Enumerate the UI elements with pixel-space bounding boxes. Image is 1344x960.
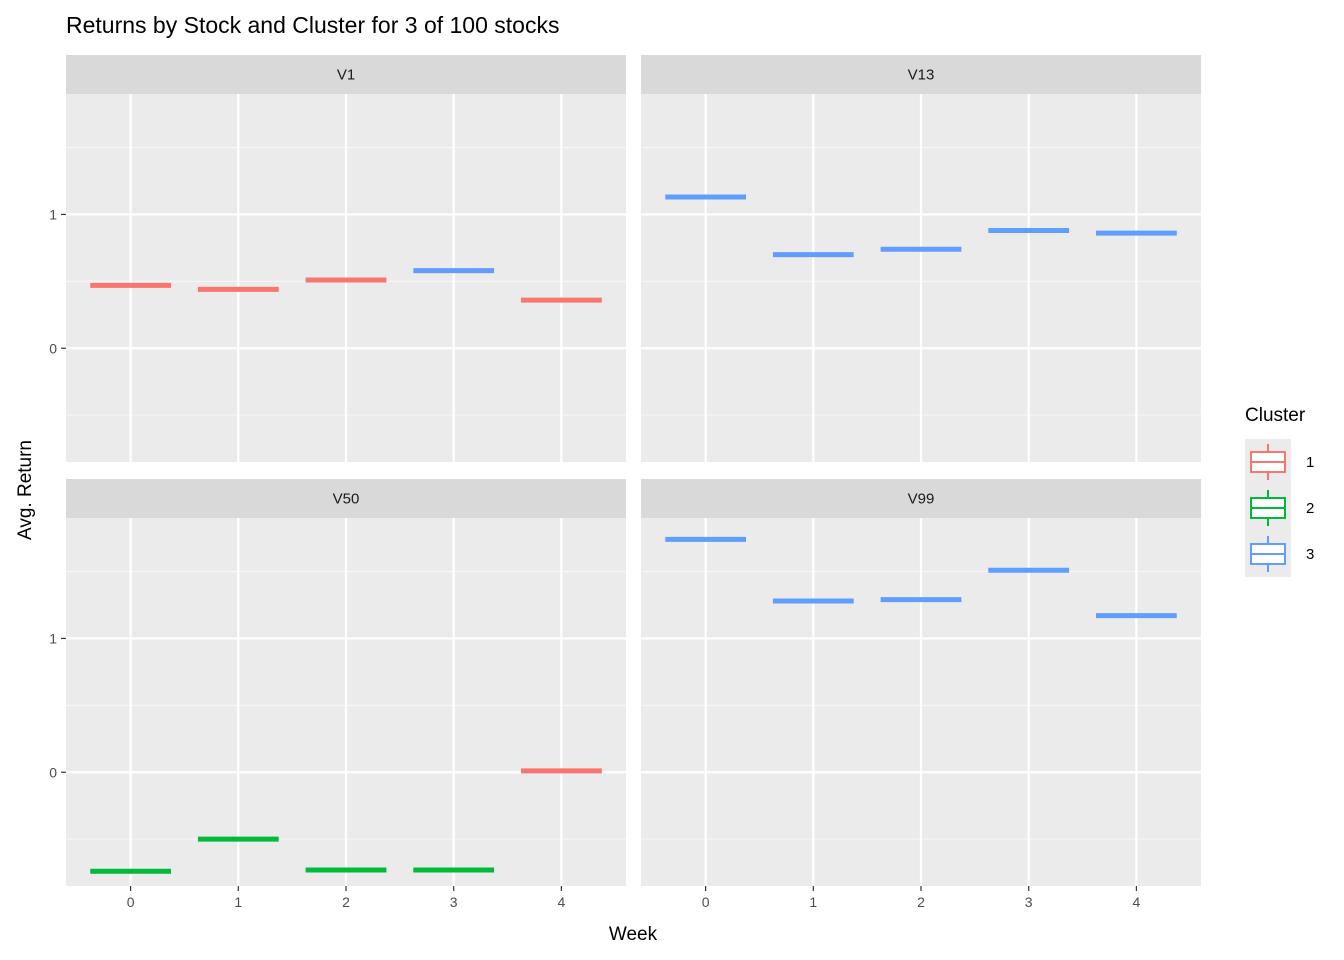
facet-strip: [641, 479, 1201, 518]
legend-label: 3: [1306, 546, 1314, 563]
legend: Cluster 1 2 3: [1245, 405, 1314, 577]
legend-key-1: 1: [1245, 439, 1314, 485]
facet-strip-label: V1: [337, 67, 355, 84]
y-axis-title: Avg. Return: [15, 440, 36, 540]
legend-title: Cluster: [1245, 405, 1306, 426]
y-tick-label: 0: [49, 340, 57, 356]
legend-key-2: 2: [1245, 485, 1314, 531]
facet-strip-label: V50: [333, 491, 360, 508]
facet-panels: V1 0 1 V13 V50 0 1 0 1 2 3 4 V99 0 1 2 3 4: [49, 55, 1201, 910]
x-tick-label: 4: [1132, 894, 1140, 910]
legend-key-3: 3: [1245, 531, 1314, 577]
x-tick-label: 3: [450, 894, 458, 910]
x-tick-label: 0: [127, 894, 135, 910]
x-tick-label: 2: [342, 894, 350, 910]
x-axis-title: Week: [609, 924, 658, 945]
facet-strip: [641, 55, 1201, 94]
facet-strip: [66, 479, 626, 518]
legend-label: 1: [1306, 454, 1314, 471]
facet-strip-label: V13: [908, 67, 935, 84]
y-tick-label: 0: [49, 764, 57, 780]
y-tick-label: 1: [49, 206, 57, 222]
x-tick-label: 1: [809, 894, 817, 910]
y-tick-label: 1: [49, 630, 57, 646]
facet-panel-V50: V50 0 1 0 1 2 3 4: [49, 479, 626, 910]
x-tick-label: 2: [917, 894, 925, 910]
facet-panel-V1: V1 0 1: [49, 55, 626, 462]
x-tick-label: 3: [1025, 894, 1033, 910]
x-tick-label: 4: [557, 894, 565, 910]
facet-panel-V99: V99 0 1 2 3 4: [641, 479, 1201, 910]
x-tick-label: 1: [234, 894, 242, 910]
chart-title: Returns by Stock and Cluster for 3 of 10…: [66, 12, 559, 38]
facet-strip: [66, 55, 626, 94]
legend-label: 2: [1306, 500, 1314, 517]
x-tick-label: 0: [702, 894, 710, 910]
facet-strip-label: V99: [908, 491, 935, 508]
facet-panel-V13: V13: [641, 55, 1201, 462]
